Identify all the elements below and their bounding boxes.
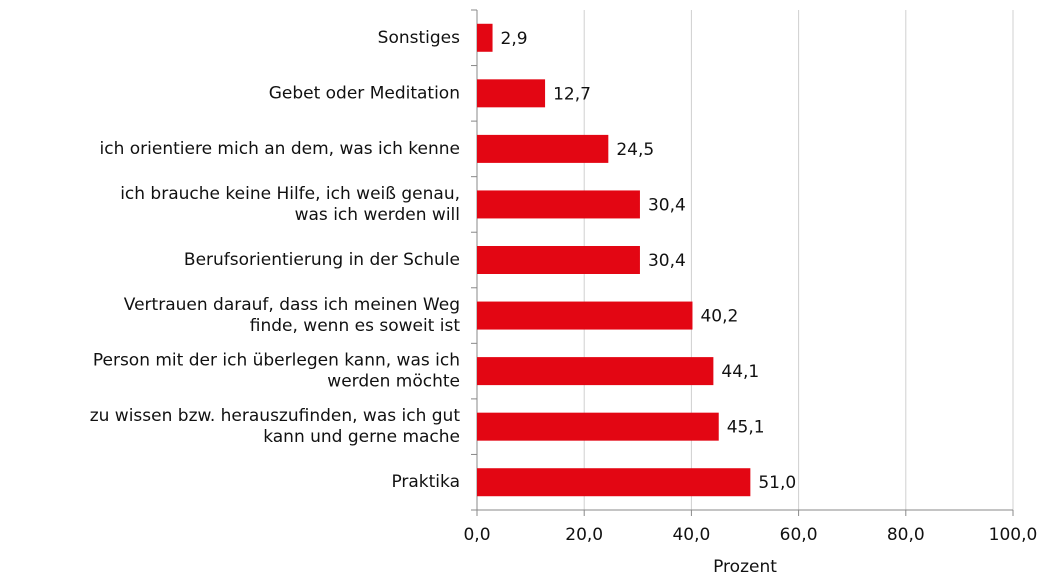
x-axis-label: Prozent	[713, 557, 777, 577]
y-tick-label: Vertrauen darauf, dass ich meinen Weg	[124, 295, 460, 315]
value-label: 30,4	[648, 195, 686, 215]
bar	[477, 134, 609, 163]
value-label: 51,0	[758, 473, 796, 493]
y-tick-label: Gebet oder Meditation	[269, 83, 460, 103]
bar	[477, 79, 546, 108]
y-tick-label: Praktika	[391, 472, 460, 492]
x-tick-label: 0,0	[463, 525, 490, 545]
value-label: 44,1	[721, 362, 759, 382]
x-tick-label: 20,0	[565, 525, 603, 545]
bar	[477, 468, 751, 497]
x-tick-label: 60,0	[780, 525, 818, 545]
bar	[477, 190, 640, 219]
y-tick-label: ich orientiere mich an dem, was ich kenn…	[100, 139, 460, 159]
y-tick-label: Sonstiges	[378, 28, 460, 48]
x-tick-label: 100,0	[989, 525, 1038, 545]
y-tick-label: zu wissen bzw. herauszufinden, was ich g…	[90, 406, 461, 426]
value-label: 24,5	[616, 140, 654, 160]
value-label: 40,2	[700, 307, 738, 327]
bar	[477, 357, 714, 386]
y-tick-label: Person mit der ich überlegen kann, was i…	[93, 351, 460, 371]
y-tick-label: ich brauche keine Hilfe, ich weiß genau,	[120, 184, 460, 204]
bar	[477, 301, 693, 330]
y-tick-label: werden möchte	[327, 372, 460, 392]
value-label: 30,4	[648, 251, 686, 271]
x-tick-label: 40,0	[672, 525, 710, 545]
value-label: 45,1	[727, 418, 765, 438]
y-tick-label: finde, wenn es soweit ist	[250, 316, 461, 336]
value-label: 12,7	[553, 84, 591, 104]
y-tick-label: Berufsorientierung in der Schule	[184, 250, 460, 270]
bar	[477, 412, 719, 441]
bar	[477, 246, 640, 274]
bar	[477, 23, 493, 52]
value-label: 2,9	[501, 29, 528, 49]
x-tick-label: 80,0	[887, 525, 925, 545]
y-tick-label: kann und gerne mache	[263, 427, 460, 447]
y-tick-label: was ich werden will	[295, 205, 460, 225]
